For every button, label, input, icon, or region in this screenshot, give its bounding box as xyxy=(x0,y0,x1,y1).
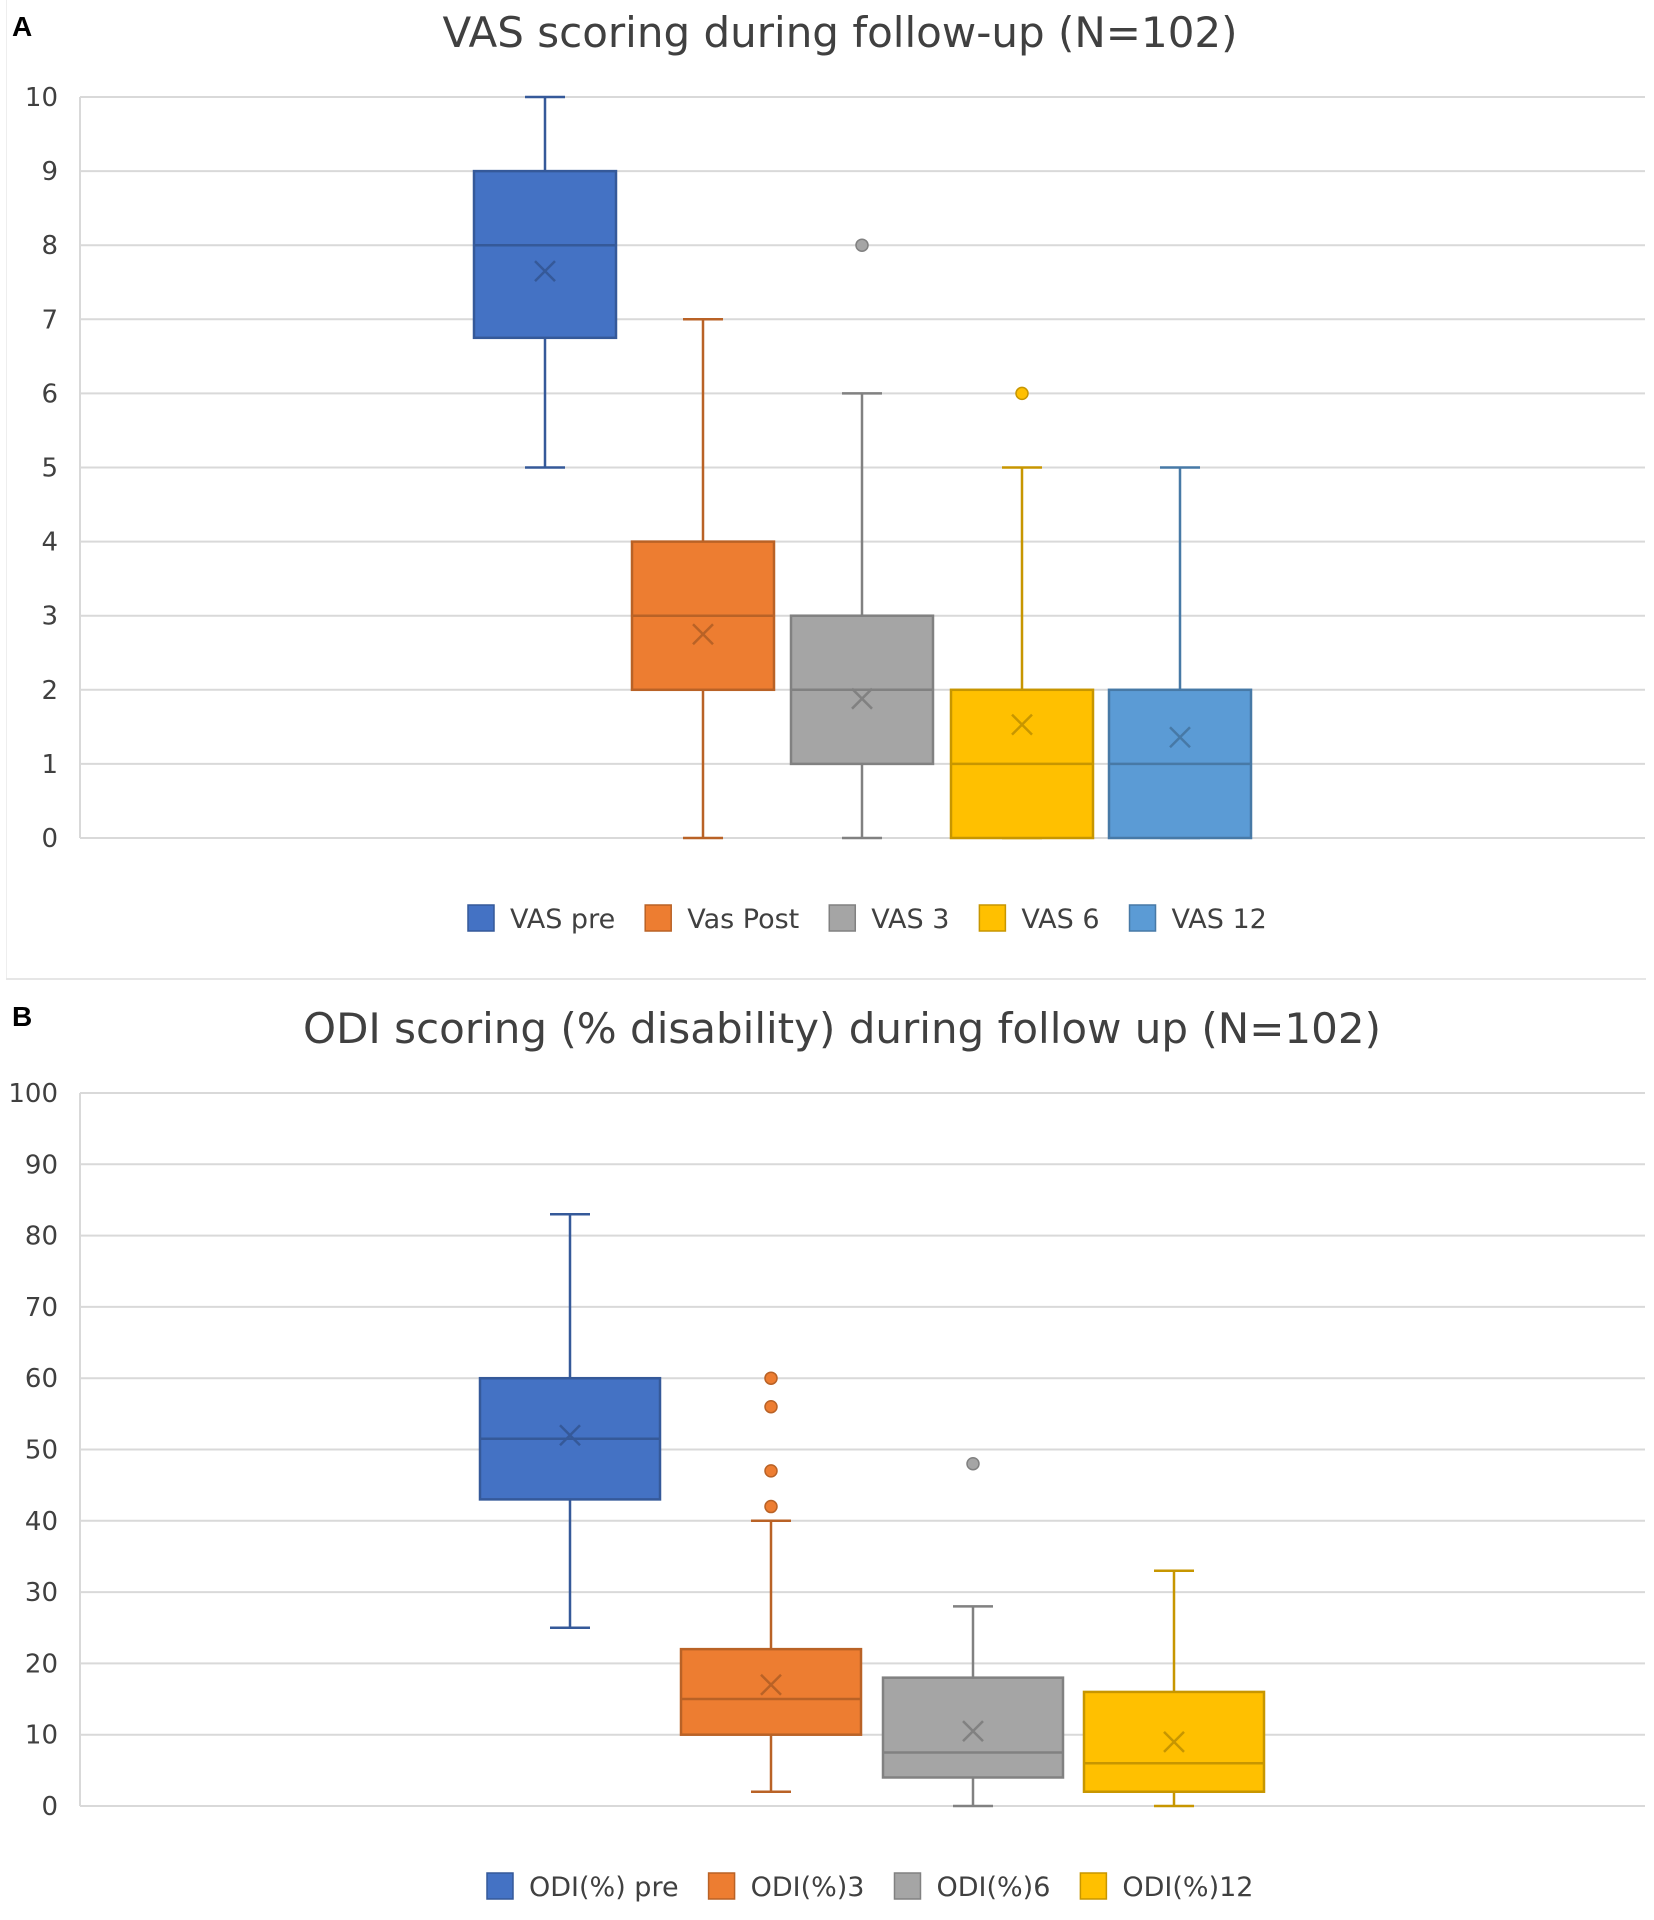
chart-a-box-0 xyxy=(472,95,618,469)
chart-b-y-tick-label: 20 xyxy=(25,1649,58,1679)
panel-divider xyxy=(6,978,1646,980)
legend-swatch xyxy=(893,1872,922,1900)
legend-swatch xyxy=(1128,904,1157,932)
chart-b-y-tick-label: 0 xyxy=(41,1792,58,1822)
mean-marker xyxy=(1011,713,1033,736)
legend-label: ODI(%)3 xyxy=(751,1872,865,1903)
chart-a-y-tick-label: 2 xyxy=(41,676,58,706)
legend-label: ODI(%) pre xyxy=(529,1872,679,1903)
chart-a-box-3 xyxy=(949,386,1095,840)
legend-label: VAS 12 xyxy=(1172,904,1267,935)
panel-a: A VAS scoring during follow-up (N=102) 0 1 2… xyxy=(6,0,1645,978)
outlier-point xyxy=(764,1499,778,1514)
legend-swatch xyxy=(486,1872,514,1900)
chart-a-y-tick-label: 3 xyxy=(41,602,58,632)
legend-swatch xyxy=(644,904,672,932)
outlier-point xyxy=(855,238,869,252)
outlier-point xyxy=(764,1371,778,1385)
chart-a-title: VAS scoring during follow-up (N=102) xyxy=(442,8,1237,57)
legend-label: ODI(%)12 xyxy=(1122,1872,1253,1903)
legend-label: Vas Post xyxy=(687,904,799,935)
mean-marker xyxy=(962,1720,984,1743)
chart-b-box-3 xyxy=(1082,1569,1266,1808)
chart-a-y-tick-label: 0 xyxy=(41,824,58,854)
chart-b-y-tick-label: 50 xyxy=(25,1436,58,1466)
iqr-box xyxy=(679,1647,863,1736)
chart-b-y-tick-label: 40 xyxy=(25,1507,58,1537)
legend-swatch xyxy=(828,904,857,932)
panel-b: B ODI scoring (% disability) during follo… xyxy=(0,980,1654,1920)
legend-swatch xyxy=(467,904,495,932)
mean-marker xyxy=(1169,726,1191,749)
chart-b-box-1 xyxy=(679,1371,863,1793)
chart-a-panel-label: A xyxy=(12,11,32,42)
chart-b-panel-label: B xyxy=(12,1001,32,1032)
chart-a-box-4 xyxy=(1107,466,1253,840)
legend-label: VAS 6 xyxy=(1021,904,1099,935)
chart-a-box-1 xyxy=(630,318,776,840)
iqr-box xyxy=(881,1676,1065,1779)
chart-b-y-tick-label: 100 xyxy=(8,1079,58,1109)
chart-a-y-tick-label: 6 xyxy=(41,379,58,409)
legend-swatch xyxy=(707,1872,736,1900)
mean-marker xyxy=(1163,1730,1185,1753)
chart-a-y-tick-label: 7 xyxy=(41,305,58,335)
chart-b-legend: ODI(%) pre ODI(%)3 ODI(%)6 ODI(%)12 xyxy=(486,1872,1253,1903)
legend-label: ODI(%)6 xyxy=(936,1872,1050,1903)
mean-marker xyxy=(760,1673,782,1696)
outlier-point xyxy=(1015,386,1029,401)
mean-marker xyxy=(692,623,714,646)
odi-boxplot-chart: B ODI scoring (% disability) during follo… xyxy=(8,1001,1645,1903)
outlier-point xyxy=(764,1464,778,1478)
chart-a-box-2 xyxy=(789,238,935,840)
chart-a-y-tick-label: 5 xyxy=(41,454,58,484)
chart-b-title: ODI scoring (% disability) during follow… xyxy=(303,1004,1381,1053)
vas-boxplot-chart: A VAS scoring during follow-up (N=102) 0 1 2… xyxy=(12,8,1645,935)
legend-label: VAS pre xyxy=(510,904,615,935)
mean-marker xyxy=(534,260,556,283)
panel-a-frame xyxy=(6,0,7,978)
chart-b-y-tick-label: 80 xyxy=(25,1222,58,1252)
legend-label: VAS 3 xyxy=(871,904,949,935)
chart-a-y-tick-label: 1 xyxy=(41,750,58,780)
chart-b-y-tick-label: 60 xyxy=(25,1364,58,1394)
chart-b-y-tick-label: 90 xyxy=(25,1150,58,1180)
legend-swatch xyxy=(978,904,1007,932)
chart-a-legend: VAS pre Vas Post VAS 3 VAS 6 VAS 12 xyxy=(467,904,1267,935)
legend-swatch xyxy=(1079,1872,1108,1900)
chart-a-y-tick-label: 9 xyxy=(41,157,58,187)
mean-marker xyxy=(559,1424,581,1447)
chart-a-y-tick-label: 10 xyxy=(25,83,58,113)
chart-a-y-tick-label: 4 xyxy=(41,528,58,558)
chart-b-y-tick-label: 10 xyxy=(25,1721,58,1751)
outlier-point xyxy=(764,1399,778,1414)
chart-b-y-tick-label: 70 xyxy=(25,1293,58,1323)
iqr-box xyxy=(472,169,618,340)
chart-b-y-tick-label: 30 xyxy=(25,1578,58,1608)
mean-marker xyxy=(851,687,873,710)
chart-b-box-2 xyxy=(881,1457,1065,1808)
chart-b-box-0 xyxy=(478,1212,662,1629)
chart-a-y-tick-label: 8 xyxy=(41,231,58,261)
outlier-point xyxy=(966,1457,980,1471)
